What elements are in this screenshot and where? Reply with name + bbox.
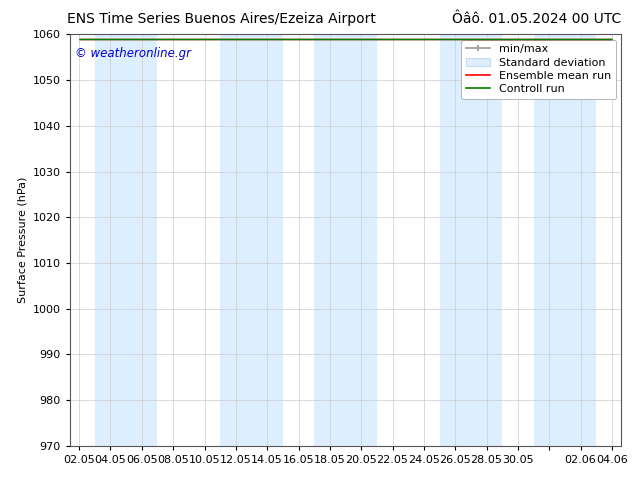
Bar xyxy=(314,34,377,446)
Text: Ôâô. 01.05.2024 00 UTC: Ôâô. 01.05.2024 00 UTC xyxy=(452,12,621,26)
Bar xyxy=(534,34,596,446)
Y-axis label: Surface Pressure (hPa): Surface Pressure (hPa) xyxy=(17,177,27,303)
Text: © weatheronline.gr: © weatheronline.gr xyxy=(75,47,191,60)
Bar xyxy=(220,34,283,446)
Bar xyxy=(439,34,502,446)
Bar xyxy=(95,34,157,446)
Text: ENS Time Series Buenos Aires/Ezeiza Airport: ENS Time Series Buenos Aires/Ezeiza Airp… xyxy=(67,12,377,26)
Legend: min/max, Standard deviation, Ensemble mean run, Controll run: min/max, Standard deviation, Ensemble me… xyxy=(462,40,616,99)
